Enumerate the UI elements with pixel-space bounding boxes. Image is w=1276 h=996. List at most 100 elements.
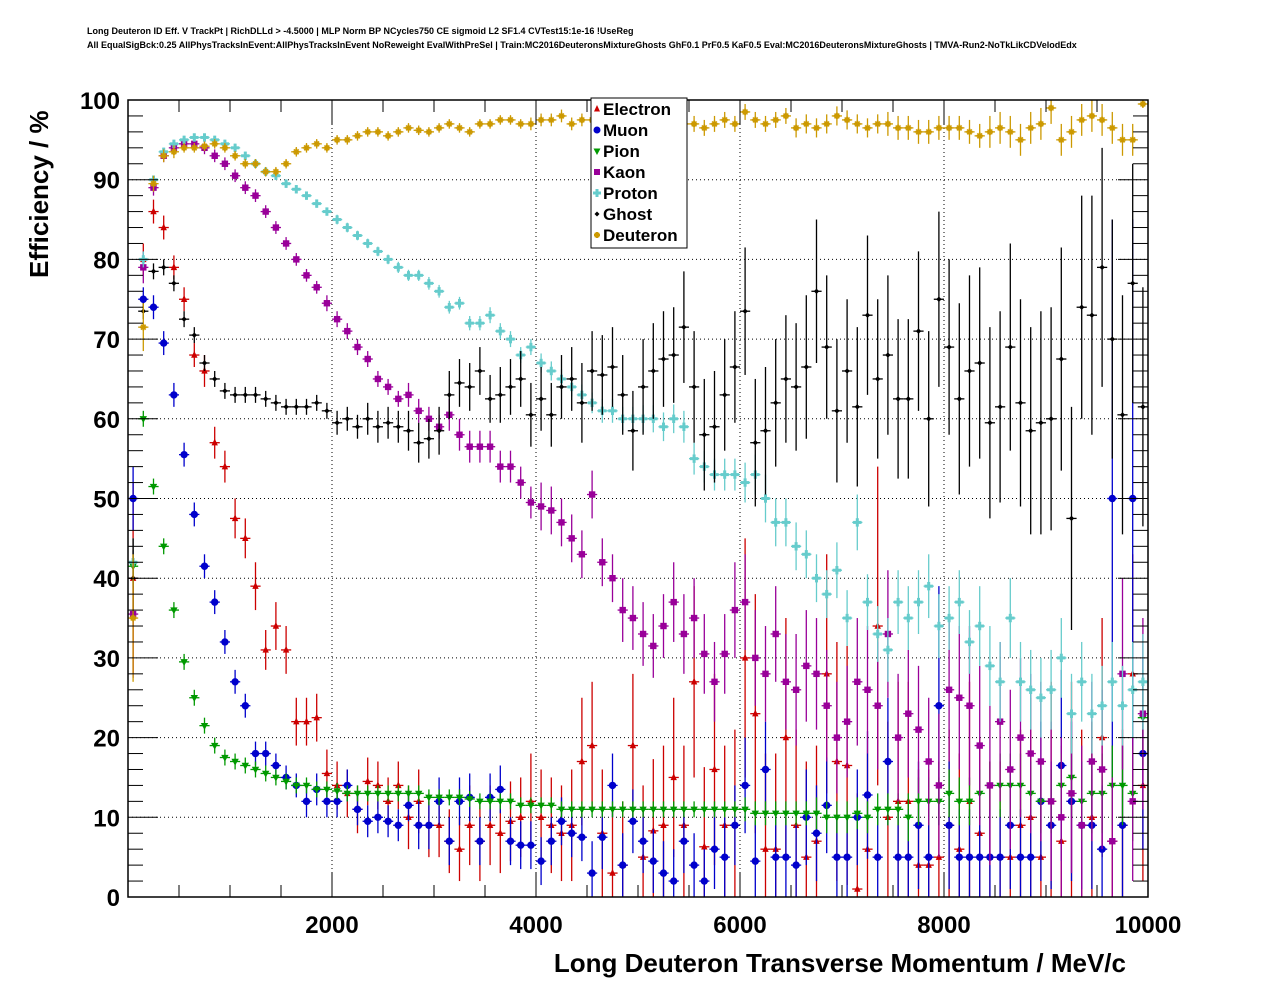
square-marker: [599, 559, 606, 566]
data-point-proton: [984, 626, 995, 706]
data-point-deuteron: [576, 113, 587, 127]
data-point-pion: [760, 801, 771, 826]
data-point-pion: [842, 801, 853, 834]
plus-marker-v: [886, 645, 890, 655]
triangle-down-marker: [292, 782, 300, 790]
diamond-marker: [518, 376, 524, 382]
square-marker: [854, 678, 861, 686]
diamond-marker: [324, 408, 330, 414]
data-point-pion: [648, 801, 659, 818]
circle-marker: [670, 877, 678, 885]
data-point-deuteron: [1056, 123, 1067, 156]
data-point-proton: [281, 179, 292, 188]
data-point-pion: [627, 801, 638, 818]
circle-marker: [364, 817, 372, 825]
data-point-deuteron: [423, 127, 434, 137]
circle-marker: [1108, 494, 1117, 503]
data-point-pion: [750, 801, 761, 826]
data-point-ghost: [954, 303, 965, 495]
triangle-down-marker: [404, 790, 413, 798]
diamond-marker: [161, 264, 167, 271]
triangle-down-marker: [751, 810, 759, 818]
data-point-ghost: [311, 394, 322, 411]
data-point-proton: [729, 458, 740, 491]
plus-marker-v: [1080, 677, 1084, 687]
diamond-marker: [650, 368, 656, 374]
data-point-pion: [362, 785, 373, 802]
diamond-marker: [701, 432, 707, 438]
data-point-ghost: [791, 323, 802, 451]
data-point-ghost: [1137, 287, 1148, 527]
data-point-ghost: [607, 327, 618, 407]
data-point-deuteron: [801, 114, 812, 134]
circle-marker: [863, 791, 872, 799]
data-point-deuteron: [862, 118, 873, 138]
data-point-kaon: [903, 649, 914, 778]
data-point-deuteron: [270, 166, 281, 177]
star-marker-d2: [997, 124, 1004, 131]
square-marker: [242, 184, 249, 191]
data-point-ghost: [434, 406, 445, 455]
data-point-muon: [383, 805, 394, 838]
circle-marker: [884, 757, 892, 766]
data-point-muon: [423, 801, 434, 850]
star-marker-d2: [364, 128, 371, 135]
data-point-ghost: [444, 370, 455, 419]
plus-marker-v: [243, 151, 247, 160]
data-point-ghost: [597, 335, 608, 415]
star-marker-d2: [303, 144, 310, 151]
star-marker-d2: [262, 168, 269, 175]
data-point-muon: [444, 817, 455, 866]
triangle-down-marker: [160, 543, 168, 551]
data-point-ghost: [882, 275, 893, 435]
diamond-marker: [375, 424, 381, 430]
plus-marker-v: [794, 542, 798, 551]
series-ghost: [128, 147, 1148, 631]
diamond-marker: [783, 376, 789, 382]
data-point-ghost: [638, 339, 649, 435]
circle-marker: [517, 841, 525, 849]
diamond-marker: [212, 376, 218, 382]
legend-label: Kaon: [603, 163, 646, 182]
triangle-up-marker: [486, 821, 494, 828]
data-point-ghost: [332, 410, 343, 435]
plus-marker-v: [1070, 709, 1073, 718]
diamond-marker: [548, 412, 554, 418]
data-point-kaon: [372, 370, 383, 387]
data-point-pion: [474, 793, 485, 810]
data-point-proton: [393, 261, 404, 273]
diamond-marker: [824, 344, 830, 350]
star-marker-d2: [395, 128, 402, 135]
plus-marker-v: [1131, 685, 1135, 694]
data-point-deuteron: [913, 119, 924, 144]
data-point-ghost: [464, 363, 475, 411]
diamond-marker: [191, 332, 197, 338]
circle-marker: [139, 295, 147, 303]
data-point-deuteron: [811, 118, 822, 138]
star-marker-d2: [874, 120, 881, 127]
data-point-ghost: [1066, 406, 1077, 631]
data-point-deuteron: [209, 139, 220, 149]
data-point-muon: [709, 809, 720, 890]
square-marker: [1027, 750, 1034, 757]
diamond-marker: [630, 428, 636, 434]
data-point-deuteron: [301, 143, 312, 153]
square-marker: [415, 407, 422, 415]
data-point-muon: [168, 382, 179, 407]
data-point-ghost: [995, 311, 1006, 503]
plus-marker-v: [294, 185, 298, 194]
data-point-pion: [230, 753, 241, 770]
square-marker: [231, 172, 239, 179]
data-point-electron: [148, 199, 159, 224]
plus-marker-v: [692, 454, 696, 463]
data-point-kaon: [281, 237, 292, 250]
data-point-kaon: [689, 578, 700, 658]
data-point-ghost: [362, 402, 373, 435]
square-marker: [333, 315, 341, 323]
data-point-pion: [944, 769, 955, 818]
data-point-ghost: [627, 390, 638, 471]
data-point-ghost: [413, 422, 424, 463]
data-point-deuteron: [954, 115, 965, 140]
data-point-electron: [158, 215, 169, 240]
y-tick-label: 40: [93, 566, 120, 593]
